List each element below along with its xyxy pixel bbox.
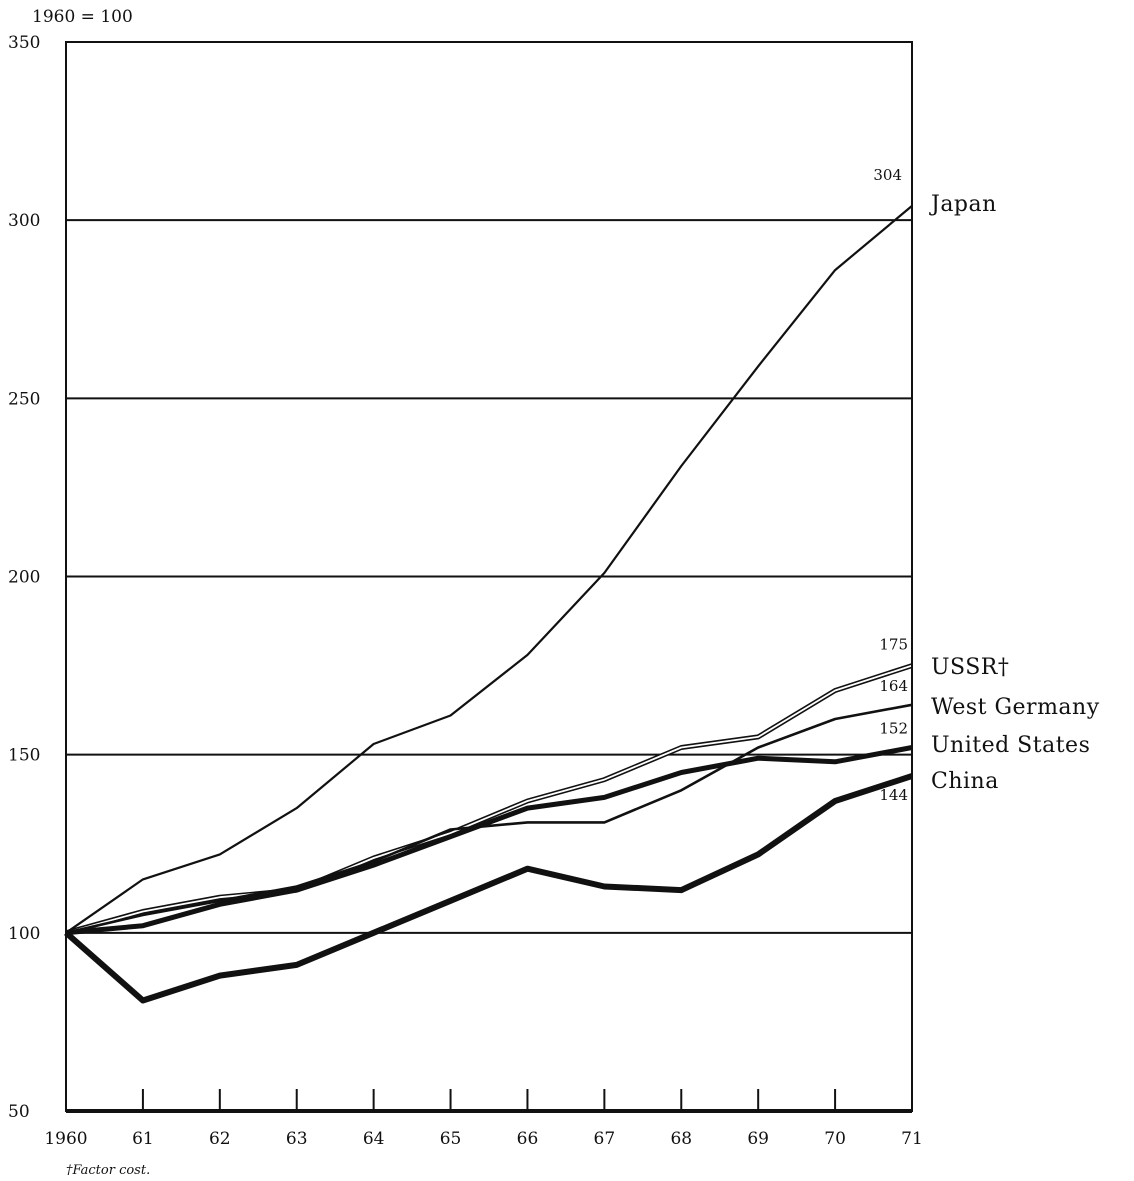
grid-lines <box>66 219 912 934</box>
y-tick-label-200: 200 <box>8 568 40 588</box>
y-tick-label-50: 50 <box>8 1102 30 1122</box>
series-line-ussr <box>65 663 913 936</box>
series-names: Japan USSR† West Germany United States China <box>929 192 1100 794</box>
x-tick-label-71: 71 <box>901 1129 923 1149</box>
series-name-united-states: United States <box>931 733 1090 758</box>
y-axis-tick-labels: 50 100 150 200 250 300 350 <box>8 33 40 1122</box>
end-label-japan: 304 <box>873 166 902 184</box>
series-end-labels: 304 175 164 152 144 <box>873 166 908 804</box>
plot-frame <box>65 41 913 1112</box>
series-line-japan <box>65 205 913 934</box>
series-name-china: China <box>931 769 999 794</box>
x-tick-label-70: 70 <box>824 1129 846 1149</box>
y-tick-label-250: 250 <box>8 389 40 409</box>
x-tick-label-65: 65 <box>440 1129 462 1149</box>
series-line-united-states <box>65 745 913 936</box>
x-tick-label-1960: 1960 <box>44 1129 87 1149</box>
index-note: 1960 = 100 <box>32 7 133 27</box>
end-label-ussr: 175 <box>879 636 908 654</box>
x-tick-label-63: 63 <box>286 1129 308 1149</box>
series-lines <box>64 205 913 1004</box>
y-tick-label-300: 300 <box>8 211 40 231</box>
x-tick-label-69: 69 <box>747 1129 769 1149</box>
x-tick-label-62: 62 <box>209 1129 231 1149</box>
y-tick-label-100: 100 <box>8 924 40 944</box>
end-label-united-states: 152 <box>879 720 908 738</box>
y-tick-label-150: 150 <box>8 746 40 766</box>
footnote: †Factor cost. <box>66 1163 150 1178</box>
x-tick-label-66: 66 <box>517 1129 539 1149</box>
x-tick-label-61: 61 <box>132 1129 154 1149</box>
series-line-west-germany <box>65 703 913 935</box>
series-name-ussr: USSR† <box>931 655 1009 680</box>
x-tick-label-64: 64 <box>363 1129 385 1149</box>
end-label-china: 144 <box>879 786 908 804</box>
series-name-west-germany: West Germany <box>931 695 1100 720</box>
series-name-japan: Japan <box>929 192 997 217</box>
series-line-china <box>64 773 913 1004</box>
x-tick-label-68: 68 <box>670 1129 692 1149</box>
x-tick-label-67: 67 <box>594 1129 616 1149</box>
y-tick-label-350: 350 <box>8 33 40 53</box>
x-axis-ticks: 1960 61 62 63 64 65 66 67 68 69 70 71 <box>44 1089 923 1149</box>
series-line-ussr-inner <box>65 664 913 934</box>
end-label-west-germany: 164 <box>879 677 908 695</box>
